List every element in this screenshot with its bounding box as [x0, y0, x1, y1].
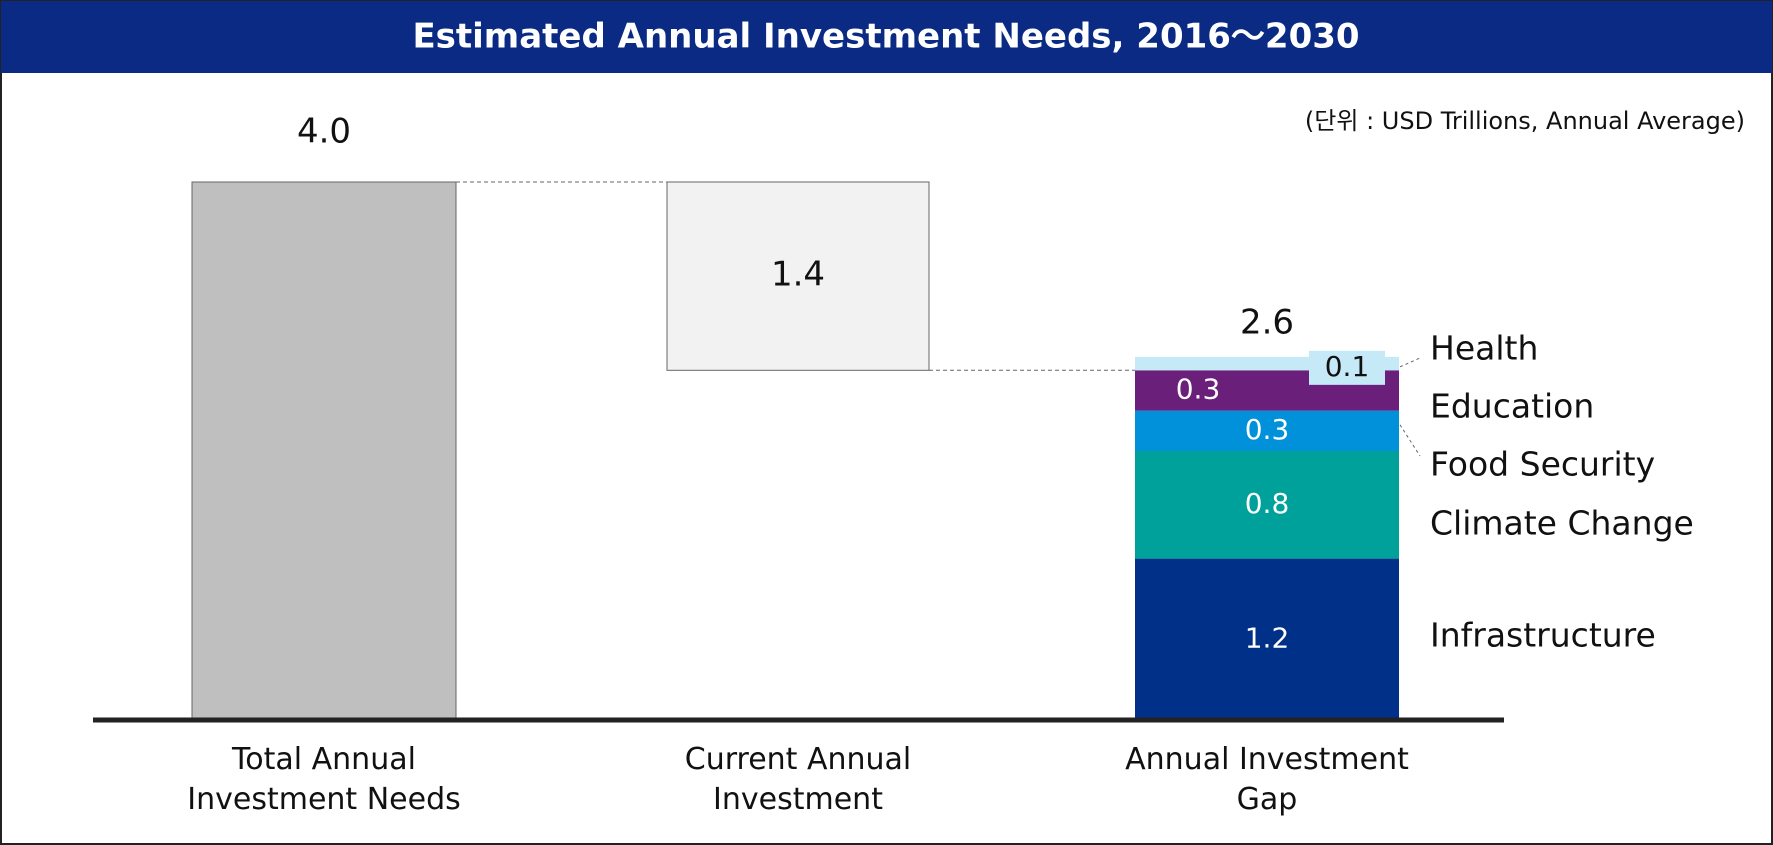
segment-label: 1.2	[1245, 621, 1290, 654]
x-tick-label: Annual Investment Gap	[1125, 742, 1409, 817]
legend-label: Food Security	[1430, 445, 1655, 484]
x-tick-label: Total Annual Investment Needs	[187, 742, 461, 817]
title-bar	[1, 1, 1772, 73]
leader-line	[1399, 424, 1421, 457]
x-tick-label: Current Annual Investment	[684, 742, 912, 817]
legend-label: Health	[1430, 329, 1538, 368]
segment-label: 0.3	[1176, 372, 1221, 405]
chart-title: Estimated Annual Investment Needs, 2016～…	[412, 17, 1359, 57]
segment-label: 0.3	[1245, 413, 1290, 446]
legend-label: Infrastructure	[1430, 616, 1656, 655]
value-label: 4.0	[297, 112, 351, 152]
value-label: 2.6	[1240, 303, 1294, 343]
bar	[666, 181, 930, 371]
segment-label: 0.8	[1245, 487, 1290, 520]
legend-label: Climate Change	[1430, 504, 1694, 543]
bar-segment	[1135, 558, 1399, 720]
subtitle: (단위 : USD Trillions, Annual Average)	[1305, 107, 1745, 135]
bar-segment	[1135, 451, 1399, 559]
segment-label: 0.1	[1325, 350, 1370, 383]
legend-label: Education	[1430, 387, 1594, 426]
leader-line	[1399, 357, 1421, 368]
bar-segment	[1135, 410, 1399, 451]
value-label: 1.4	[771, 255, 825, 295]
bar	[191, 181, 457, 721]
label-box	[1309, 350, 1385, 385]
